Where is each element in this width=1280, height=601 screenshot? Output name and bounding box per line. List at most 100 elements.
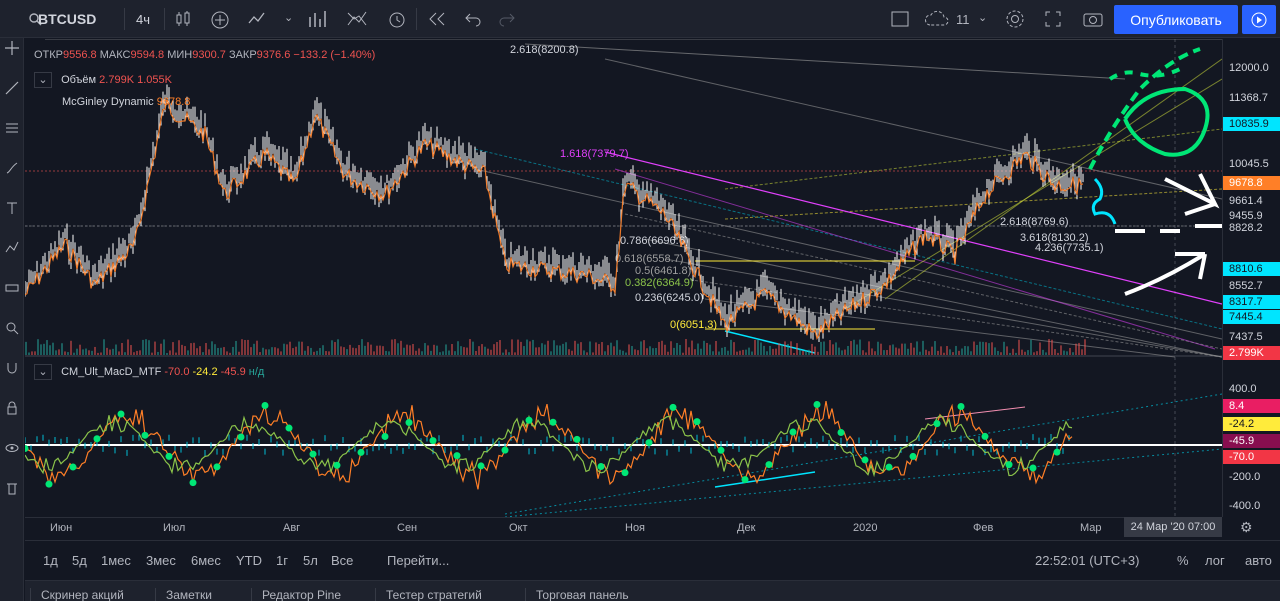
fullscreen-icon[interactable] xyxy=(1044,10,1062,28)
add-indicator-icon[interactable] xyxy=(210,10,230,30)
toolbar-divider xyxy=(124,8,125,30)
macd-cross-dot xyxy=(621,469,629,477)
green-dashed-projection xyxy=(1088,47,1201,170)
macd-cross-dot xyxy=(957,403,965,411)
trash-icon[interactable] xyxy=(4,480,20,496)
volume-bar xyxy=(1033,352,1035,355)
volume-bar xyxy=(430,350,432,355)
undo-icon[interactable] xyxy=(464,11,482,27)
range-button-5[interactable]: YTD xyxy=(236,553,262,568)
range-button-6[interactable]: 1г xyxy=(276,553,288,568)
volume-bar xyxy=(106,347,108,355)
snapshot-camera-icon[interactable] xyxy=(1082,9,1104,29)
bottom-tab[interactable]: Скринер акций xyxy=(30,588,134,601)
mcginley-legend[interactable]: McGinley Dynamic 9678.8 xyxy=(62,96,190,108)
macd-cross-dot xyxy=(501,446,509,454)
volume-bar xyxy=(70,340,72,355)
play-button[interactable] xyxy=(1242,5,1276,34)
scale-mode-button[interactable]: % xyxy=(1177,553,1189,568)
low-label: МИН xyxy=(167,49,193,61)
range-button-7[interactable]: 5л xyxy=(303,553,318,568)
measure-icon[interactable] xyxy=(4,280,20,296)
hand-annotations xyxy=(1088,47,1222,296)
range-button-4[interactable]: 6мес xyxy=(191,553,221,568)
range-button-1[interactable]: 5д xyxy=(72,553,87,568)
volume-bar xyxy=(172,342,174,355)
redo-icon[interactable] xyxy=(498,11,516,27)
volume-bar xyxy=(922,340,924,355)
volume-bar xyxy=(670,341,672,355)
collapse-chevron-icon[interactable]: ⌄ xyxy=(34,364,52,380)
volume-bar xyxy=(913,347,915,355)
layout-count[interactable]: 11 xyxy=(956,11,970,27)
text-icon[interactable] xyxy=(4,200,20,216)
chevron-down-icon[interactable]: ⌄ xyxy=(978,12,988,24)
macd-scale-label: -200.0 xyxy=(1229,471,1261,483)
goto-button[interactable]: Перейти... xyxy=(387,553,450,568)
range-button-3[interactable]: 3мес xyxy=(146,553,176,568)
brush-icon[interactable] xyxy=(4,160,20,176)
trendline-icon[interactable] xyxy=(4,80,20,96)
bottom-tab[interactable]: Заметки xyxy=(155,588,222,601)
volume-bar xyxy=(43,343,45,355)
volume-bar xyxy=(304,350,306,355)
zoom-icon[interactable] xyxy=(4,320,20,336)
volume-legend[interactable]: ⌄ Объём 2.799K 1.055K xyxy=(34,72,172,88)
volume-bar xyxy=(1045,352,1047,355)
range-button-0[interactable]: 1д xyxy=(43,553,58,568)
range-button-2[interactable]: 1мес xyxy=(101,553,131,568)
volume-bar xyxy=(85,348,87,355)
volume-bar xyxy=(595,342,597,355)
search-icon[interactable] xyxy=(28,12,42,26)
interval-selector[interactable]: 4ч xyxy=(136,11,151,27)
time-scale[interactable]: Июн Июл Авг Сен Окт Ноя Дек 2020 Фев Мар xyxy=(25,517,1222,539)
alert-icon[interactable] xyxy=(386,8,408,30)
play-icon xyxy=(1251,12,1267,27)
candles-icon[interactable] xyxy=(174,10,192,28)
fib-icon[interactable] xyxy=(4,120,20,136)
layout-cloud-icon[interactable] xyxy=(924,9,952,29)
clock[interactable]: 22:52:01 (UTC+3) xyxy=(1035,553,1140,568)
macd-legend[interactable]: ⌄ CM_Ult_MacD_MTF -70.0 -24.2 -45.9 н/д xyxy=(34,364,264,380)
symbol-search[interactable]: BTCUSD xyxy=(38,11,97,27)
volume-bar xyxy=(211,341,213,355)
time-axis-label: 2020 xyxy=(853,522,878,534)
eye-icon[interactable] xyxy=(4,440,20,456)
volume-bar xyxy=(1006,346,1008,355)
bottom-tab[interactable]: Редактор Pine xyxy=(251,588,351,601)
chevron-down-icon[interactable]: ⌄ xyxy=(284,12,294,24)
replay-icon[interactable] xyxy=(428,11,446,27)
volume-bar xyxy=(925,349,927,355)
bottom-panel-tabs: Скринер акций Заметки Редактор Pine Тестер … xyxy=(25,580,1280,601)
volume-bar xyxy=(349,344,351,355)
volume-bar xyxy=(229,352,231,355)
gear-icon[interactable] xyxy=(1004,8,1026,30)
volume-bar xyxy=(388,351,390,355)
price-scale[interactable]: 12000.0 11368.7 10835.9 10045.5 9678.8 9661.4… xyxy=(1222,39,1280,517)
volume-bar xyxy=(820,341,822,355)
volume-bar xyxy=(682,352,684,355)
volume-bar xyxy=(271,347,273,355)
magnet-icon[interactable] xyxy=(4,360,20,376)
price-chart[interactable]: 2.618(8200.8) 1.618(7379.7) 0.786(6696.6) 0… xyxy=(25,39,1222,517)
volume-bar xyxy=(1072,352,1074,355)
indicators-icon[interactable] xyxy=(308,9,330,29)
gear-icon[interactable]: ⚙ xyxy=(1240,519,1253,535)
publish-button[interactable]: Опубликовать xyxy=(1114,5,1238,34)
fullscreen-rect-icon[interactable] xyxy=(890,10,910,28)
volume-bar xyxy=(295,346,297,355)
bottom-tab[interactable]: Торговая панель xyxy=(525,588,639,601)
bottom-tab[interactable]: Тестер стратегий xyxy=(375,588,492,601)
templates-icon[interactable] xyxy=(346,9,368,29)
scale-mode-button[interactable]: авто xyxy=(1245,553,1272,568)
collapse-chevron-icon[interactable]: ⌄ xyxy=(34,72,52,88)
compare-icon[interactable] xyxy=(248,11,270,27)
volume-bar xyxy=(769,345,771,355)
volume-bar xyxy=(448,350,450,355)
volume-bar xyxy=(850,341,852,355)
lock-icon[interactable] xyxy=(4,400,20,416)
scale-mode-button[interactable]: лог xyxy=(1205,553,1225,568)
crosshair-icon[interactable] xyxy=(4,40,20,56)
range-button-8[interactable]: Все xyxy=(331,553,354,568)
pattern-icon[interactable] xyxy=(4,240,20,256)
